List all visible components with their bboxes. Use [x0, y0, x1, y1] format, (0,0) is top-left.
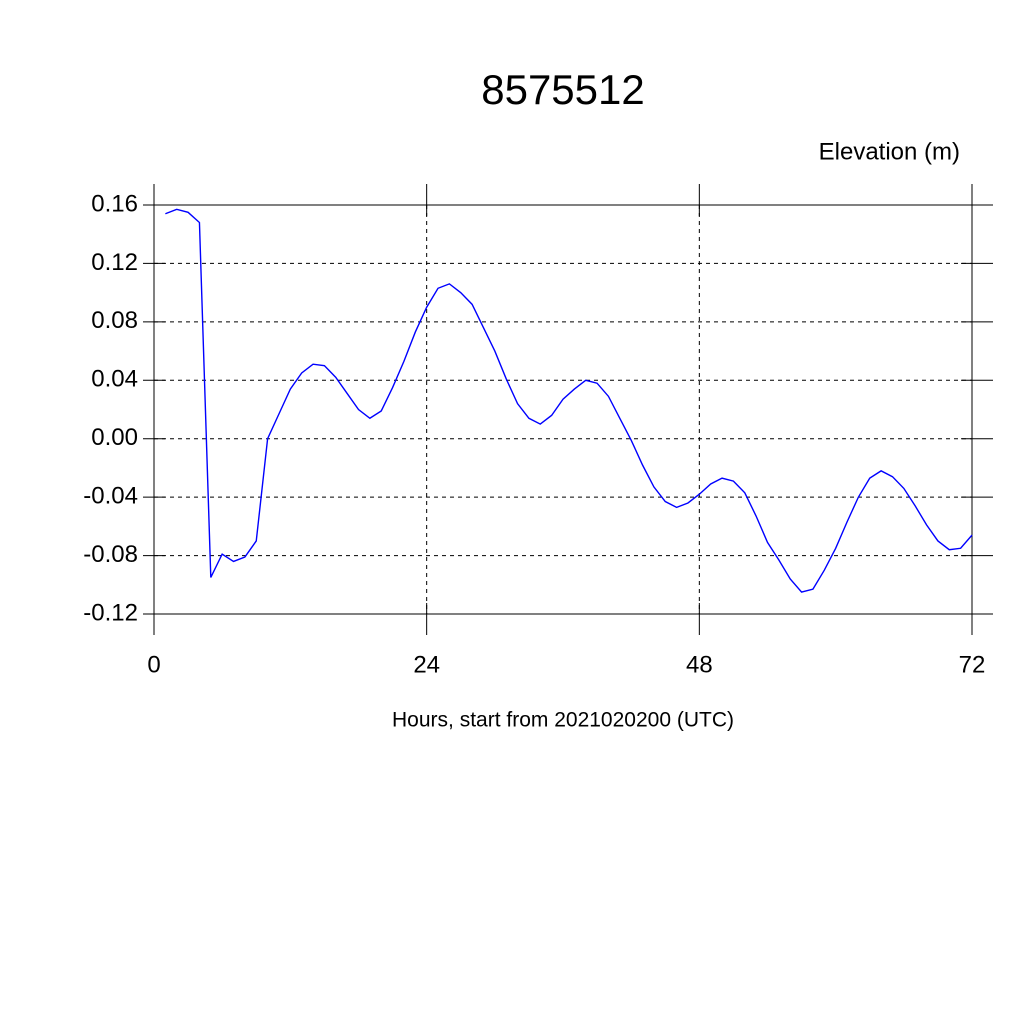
y-tick-label: -0.08	[83, 541, 138, 568]
x-tick-label: 24	[413, 651, 440, 678]
x-tick-label: 0	[147, 651, 160, 678]
plot-frame	[153, 204, 973, 615]
y-tick-label: 0.00	[91, 424, 138, 451]
y-tick-label: -0.04	[83, 482, 138, 509]
y-tick-label: 0.12	[91, 249, 138, 276]
x-tick-label: 72	[959, 651, 986, 678]
chart-title: 8575512	[481, 66, 645, 113]
y-tick-label: 0.08	[91, 307, 138, 334]
y-tick-label: 0.16	[91, 190, 138, 217]
x-axis-label: Hours, start from 2021020200 (UTC)	[392, 709, 734, 732]
data-line	[165, 208, 973, 593]
y-tick-label: -0.12	[83, 599, 138, 626]
y-axis-label: Elevation (m)	[819, 138, 960, 165]
y-tick-label: 0.04	[91, 366, 138, 393]
x-tick-label: 48	[686, 651, 713, 678]
